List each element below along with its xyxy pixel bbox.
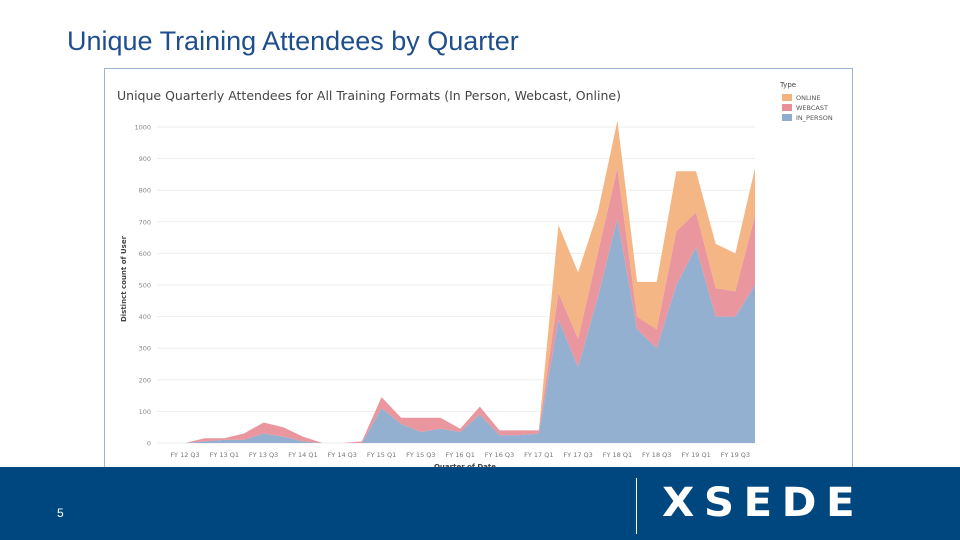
x-tick-label: FY 19 Q1: [681, 451, 710, 459]
legend-label: IN_PERSON: [796, 114, 833, 122]
page-number: 5: [57, 506, 64, 520]
x-tick-label: FY 15 Q3: [406, 451, 435, 459]
x-tick-label: FY 16 Q3: [485, 451, 514, 459]
x-tick-label: FY 19 Q3: [721, 451, 750, 459]
area-in-person: [185, 218, 755, 443]
legend-swatch: [782, 94, 792, 101]
stacked-area-chart: Unique Quarterly Attendees for All Train…: [117, 81, 833, 471]
x-tick-label: FY 13 Q1: [210, 451, 239, 459]
y-tick-label: 500: [139, 282, 151, 290]
x-tick-label: FY 18 Q1: [603, 451, 632, 459]
y-tick-label: 800: [139, 187, 151, 195]
chart-frame: Unique Quarterly Attendees for All Train…: [104, 68, 853, 474]
legend: Type ONLINE WEBCAST IN_PERSON: [779, 81, 833, 122]
x-axis-ticks: FY 12 Q3 FY 13 Q1 FY 13 Q3 FY 14 Q1 FY 14 Q3…: [170, 451, 750, 459]
y-axis-label: Distinct count of User: [120, 235, 128, 322]
area-online: [185, 120, 755, 444]
legend-title: Type: [779, 81, 796, 89]
y-tick-label: 700: [139, 218, 151, 226]
slide-title: Unique Training Attendees by Quarter: [67, 26, 519, 56]
y-axis-ticks: 0 100 200 300 400 500 600 700 800 900 1000: [134, 124, 151, 448]
y-tick-label: 300: [139, 345, 151, 353]
x-tick-label: FY 16 Q1: [445, 451, 474, 459]
gridlines: [157, 126, 755, 444]
series-areas: [185, 120, 755, 444]
legend-swatch: [782, 114, 792, 121]
y-tick-label: 400: [139, 313, 151, 321]
footer-band: [0, 467, 960, 540]
y-tick-label: 200: [139, 376, 151, 384]
x-tick-label: FY 17 Q1: [524, 451, 553, 459]
area-webcast: [185, 168, 755, 443]
x-tick-label: FY 13 Q3: [249, 451, 278, 459]
x-tick-label: FY 17 Q3: [563, 451, 592, 459]
chart-title: Unique Quarterly Attendees for All Train…: [117, 88, 621, 103]
y-tick-label: 900: [139, 155, 151, 163]
xsede-logo: XSEDE: [662, 480, 865, 526]
y-tick-label: 1000: [134, 124, 151, 132]
x-tick-label: FY 14 Q1: [288, 451, 317, 459]
x-tick-label: FY 12 Q3: [170, 451, 199, 459]
x-tick-label: FY 18 Q3: [642, 451, 671, 459]
footer-divider: [636, 478, 637, 534]
legend-label: WEBCAST: [796, 104, 828, 112]
y-tick-label: 600: [139, 250, 151, 258]
x-tick-label: FY 15 Q1: [367, 451, 396, 459]
y-tick-label: 100: [139, 408, 151, 416]
legend-label: ONLINE: [796, 94, 821, 102]
x-tick-label: FY 14 Q3: [328, 451, 357, 459]
y-tick-label: 0: [147, 440, 151, 448]
legend-swatch: [782, 104, 792, 111]
